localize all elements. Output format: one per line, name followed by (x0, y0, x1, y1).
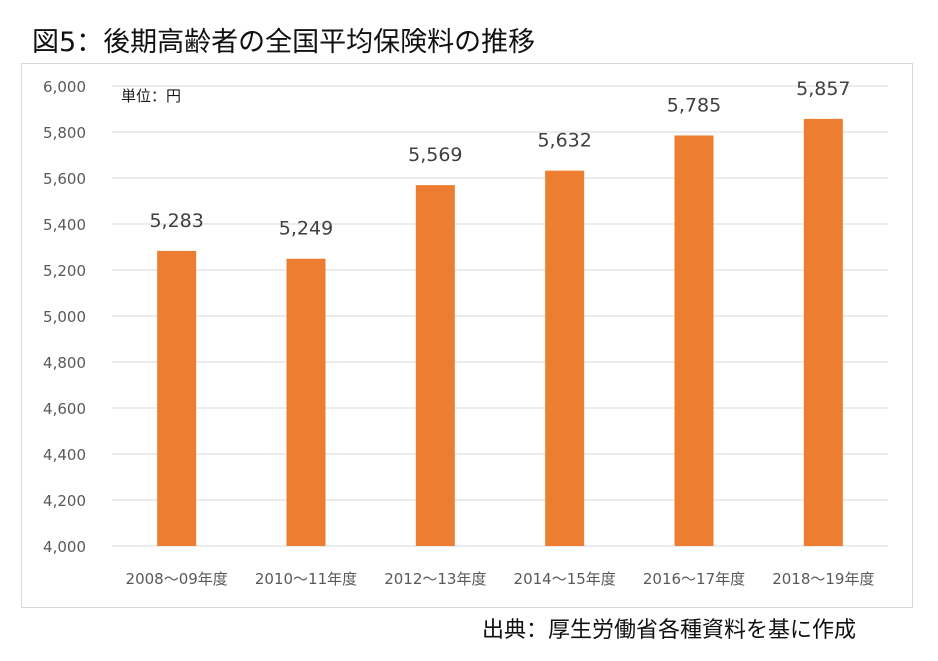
unit-label: 単位：円 (121, 87, 181, 105)
y-tick-label: 4,200 (43, 492, 86, 510)
data-label: 5,283 (149, 210, 203, 232)
y-tick-label: 6,000 (43, 78, 86, 96)
y-tick-label: 5,200 (43, 262, 86, 280)
y-tick-label: 4,600 (43, 400, 86, 418)
bar (415, 185, 455, 546)
x-tick-label: 2018～19年度 (772, 570, 874, 588)
y-tick-label: 4,800 (43, 354, 86, 372)
bars (157, 118, 843, 546)
data-label: 5,785 (667, 94, 721, 116)
chart-area (21, 63, 913, 608)
data-label: 5,569 (408, 144, 462, 166)
y-tick-label: 5,000 (43, 308, 86, 326)
bar (545, 170, 585, 546)
gridlines (112, 85, 888, 547)
bar (286, 258, 326, 546)
figure-title: 図5：後期高齢者の全国平均保険料の推移 (32, 27, 536, 58)
data-label: 5,857 (796, 78, 850, 100)
x-tick-label: 2012～13年度 (384, 570, 486, 588)
data-label: 5,249 (279, 218, 333, 240)
x-axis-ticks: 2008～09年度 2010～11年度 2012～13年度 2014～15年度 2016… (126, 570, 875, 588)
x-tick-label: 2014～15年度 (514, 570, 616, 588)
data-label: 5,632 (537, 130, 591, 152)
y-tick-label: 5,400 (43, 216, 86, 234)
y-tick-label: 5,800 (43, 124, 86, 142)
x-tick-label: 2010～11年度 (255, 570, 357, 588)
y-tick-label: 4,000 (43, 538, 86, 556)
y-axis-ticks: 4,000 4,200 4,400 4,600 4,800 5,000 5,200 5,400… (43, 78, 86, 556)
data-labels: 5,283 5,249 5,569 5,632 5,785 5,857 (149, 78, 850, 240)
y-tick-label: 5,600 (43, 170, 86, 188)
bar (803, 118, 843, 546)
x-tick-label: 2016～17年度 (643, 570, 745, 588)
x-tick-label: 2008～09年度 (126, 570, 228, 588)
bar (674, 135, 714, 546)
y-tick-label: 4,400 (43, 446, 86, 464)
source-note: 出典：厚生労働省各種資料を基に作成 (482, 618, 857, 643)
bar (157, 250, 197, 546)
